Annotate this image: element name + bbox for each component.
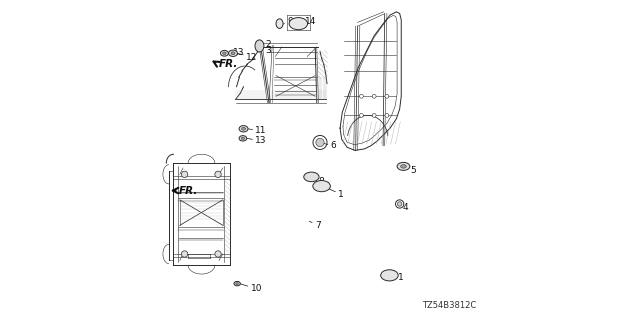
Text: 14: 14 bbox=[300, 17, 316, 26]
Ellipse shape bbox=[255, 40, 264, 52]
Ellipse shape bbox=[223, 52, 226, 54]
Ellipse shape bbox=[289, 18, 308, 30]
Ellipse shape bbox=[228, 50, 237, 56]
Circle shape bbox=[372, 114, 376, 117]
Circle shape bbox=[360, 94, 364, 98]
Ellipse shape bbox=[276, 19, 283, 28]
Ellipse shape bbox=[234, 281, 241, 286]
Circle shape bbox=[360, 114, 364, 117]
Text: 2: 2 bbox=[260, 40, 271, 49]
Ellipse shape bbox=[257, 44, 262, 50]
Circle shape bbox=[385, 114, 389, 117]
Ellipse shape bbox=[241, 137, 244, 140]
Ellipse shape bbox=[239, 125, 248, 132]
Text: 4: 4 bbox=[399, 203, 408, 212]
Text: 1: 1 bbox=[323, 186, 344, 199]
Text: 6: 6 bbox=[322, 141, 336, 150]
Circle shape bbox=[181, 251, 188, 257]
Text: 10: 10 bbox=[240, 284, 262, 293]
Ellipse shape bbox=[241, 127, 246, 130]
Text: 13: 13 bbox=[246, 136, 267, 145]
Text: 11: 11 bbox=[247, 126, 267, 135]
Text: FR.: FR. bbox=[179, 186, 198, 196]
Circle shape bbox=[316, 138, 324, 147]
Text: 9: 9 bbox=[282, 17, 293, 26]
Circle shape bbox=[215, 171, 221, 178]
Ellipse shape bbox=[381, 270, 398, 281]
Text: 13: 13 bbox=[226, 48, 244, 57]
Text: TZ54B3812C: TZ54B3812C bbox=[422, 301, 476, 310]
Circle shape bbox=[181, 171, 188, 178]
Circle shape bbox=[397, 202, 402, 206]
Ellipse shape bbox=[313, 180, 330, 192]
Circle shape bbox=[385, 94, 389, 98]
Circle shape bbox=[372, 94, 376, 98]
Ellipse shape bbox=[304, 172, 319, 182]
Ellipse shape bbox=[401, 164, 406, 168]
Text: FR.: FR. bbox=[219, 60, 238, 69]
Ellipse shape bbox=[220, 50, 228, 56]
Ellipse shape bbox=[397, 162, 410, 170]
Text: 5: 5 bbox=[403, 166, 416, 175]
Text: 7: 7 bbox=[309, 221, 321, 230]
Text: 3: 3 bbox=[260, 46, 271, 55]
Ellipse shape bbox=[239, 136, 246, 141]
Circle shape bbox=[215, 251, 221, 257]
Ellipse shape bbox=[236, 283, 239, 284]
Text: 1: 1 bbox=[390, 273, 403, 282]
Text: 12: 12 bbox=[237, 52, 257, 61]
Ellipse shape bbox=[231, 52, 235, 55]
Text: 8: 8 bbox=[312, 177, 324, 187]
